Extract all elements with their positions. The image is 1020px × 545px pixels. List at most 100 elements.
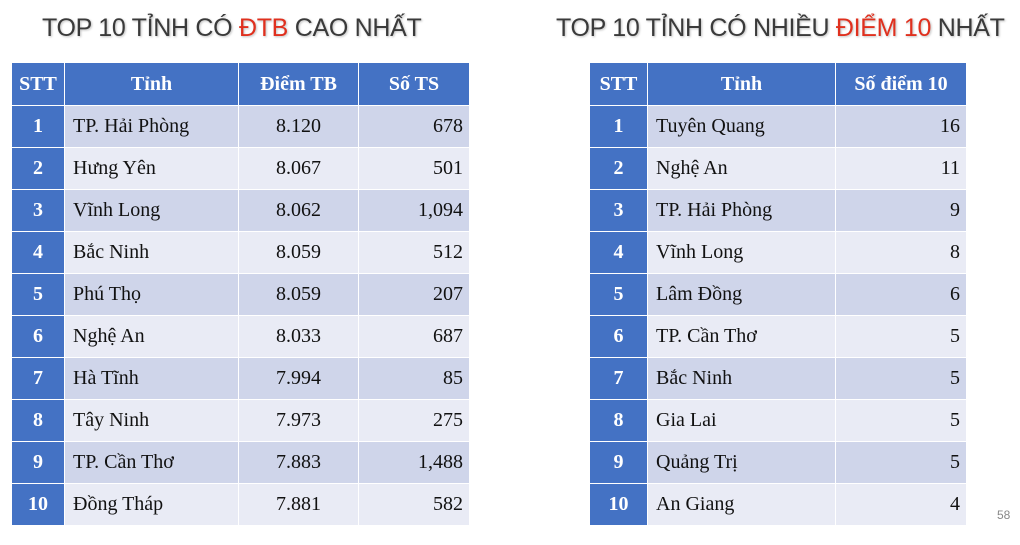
header-stt: STT bbox=[589, 62, 648, 106]
cell-so-ts: 582 bbox=[358, 483, 470, 526]
cell-so-diem-10: 8 bbox=[835, 231, 967, 274]
cell-stt: 6 bbox=[589, 315, 648, 358]
cell-so-ts: 85 bbox=[358, 357, 470, 400]
cell-so-ts: 501 bbox=[358, 147, 470, 190]
table-row: 6 TP. Cần Thơ 5 bbox=[589, 315, 967, 358]
cell-diem-tb: 7.973 bbox=[238, 399, 359, 442]
table-row: 6 Nghệ An 8.033 687 bbox=[11, 315, 470, 358]
cell-diem-tb: 8.067 bbox=[238, 147, 359, 190]
header-stt: STT bbox=[11, 62, 65, 106]
cell-tinh: TP. Hải Phòng bbox=[647, 189, 836, 232]
cell-stt: 9 bbox=[11, 441, 65, 484]
table-row: 8 Tây Ninh 7.973 275 bbox=[11, 399, 470, 442]
table-row: 10 Đồng Tháp 7.881 582 bbox=[11, 483, 470, 526]
top-avg-score-table: STT Tỉnh Điểm TB Số TS 1 TP. Hải Phòng 8.1… bbox=[11, 62, 470, 526]
cell-so-ts: 1,094 bbox=[358, 189, 470, 232]
cell-so-diem-10: 5 bbox=[835, 441, 967, 484]
right-title-pre: TOP 10 TỈNH CÓ NHIỀU bbox=[556, 14, 836, 42]
cell-stt: 3 bbox=[11, 189, 65, 232]
cell-tinh: Phú Thọ bbox=[64, 273, 239, 316]
table-row: 3 TP. Hải Phòng 9 bbox=[589, 189, 967, 232]
cell-tinh: Nghệ An bbox=[64, 315, 239, 358]
table-row: 4 Vĩnh Long 8 bbox=[589, 231, 967, 274]
cell-tinh: TP. Cần Thơ bbox=[64, 441, 239, 484]
table-row: 9 Quảng Trị 5 bbox=[589, 441, 967, 484]
page-number: 58 bbox=[997, 508, 1011, 522]
table-row: 8 Gia Lai 5 bbox=[589, 399, 967, 442]
top-perfect-score-table: STT Tỉnh Số điểm 10 1 Tuyên Quang 16 2 Nghệ … bbox=[589, 62, 967, 526]
cell-diem-tb: 8.059 bbox=[238, 231, 359, 274]
cell-stt: 2 bbox=[589, 147, 648, 190]
cell-so-ts: 678 bbox=[358, 105, 470, 148]
left-title-post: CAO NHẤT bbox=[288, 14, 422, 42]
cell-stt: 6 bbox=[11, 315, 65, 358]
cell-tinh: Nghệ An bbox=[647, 147, 836, 190]
cell-diem-tb: 8.059 bbox=[238, 273, 359, 316]
table-row: 7 Bắc Ninh 5 bbox=[589, 357, 967, 400]
cell-diem-tb: 7.994 bbox=[238, 357, 359, 400]
cell-so-diem-10: 11 bbox=[835, 147, 967, 190]
cell-so-ts: 275 bbox=[358, 399, 470, 442]
cell-diem-tb: 8.033 bbox=[238, 315, 359, 358]
header-tinh: Tỉnh bbox=[647, 62, 836, 106]
cell-tinh: Hưng Yên bbox=[64, 147, 239, 190]
cell-diem-tb: 8.062 bbox=[238, 189, 359, 232]
table-header-row: STT Tỉnh Điểm TB Số TS bbox=[11, 62, 470, 106]
cell-so-diem-10: 5 bbox=[835, 315, 967, 358]
cell-tinh: Đồng Tháp bbox=[64, 483, 239, 526]
cell-stt: 1 bbox=[589, 105, 648, 148]
left-table-title: TOP 10 TỈNH CÓ ĐTB CAO NHẤT bbox=[42, 14, 422, 43]
right-title-post: NHẤT bbox=[931, 14, 1005, 42]
header-so-diem-10: Số điểm 10 bbox=[835, 62, 967, 106]
right-title-highlight: ĐIỂM 10 bbox=[835, 14, 932, 42]
cell-so-ts: 512 bbox=[358, 231, 470, 274]
cell-tinh: Bắc Ninh bbox=[64, 231, 239, 274]
cell-tinh: Tuyên Quang bbox=[647, 105, 836, 148]
cell-stt: 2 bbox=[11, 147, 65, 190]
cell-diem-tb: 8.120 bbox=[238, 105, 359, 148]
table-row: 5 Lâm Đồng 6 bbox=[589, 273, 967, 316]
table-header-row: STT Tỉnh Số điểm 10 bbox=[589, 62, 967, 106]
cell-diem-tb: 7.881 bbox=[238, 483, 359, 526]
cell-so-ts: 1,488 bbox=[358, 441, 470, 484]
cell-tinh: Lâm Đồng bbox=[647, 273, 836, 316]
table-row: 10 An Giang 4 bbox=[589, 483, 967, 526]
right-table-title: TOP 10 TỈNH CÓ NHIỀU ĐIỂM 10 NHẤT bbox=[556, 14, 1005, 43]
cell-stt: 5 bbox=[589, 273, 648, 316]
header-tinh: Tỉnh bbox=[64, 62, 239, 106]
cell-tinh: TP. Hải Phòng bbox=[64, 105, 239, 148]
cell-so-diem-10: 5 bbox=[835, 357, 967, 400]
cell-so-diem-10: 5 bbox=[835, 399, 967, 442]
cell-tinh: TP. Cần Thơ bbox=[647, 315, 836, 358]
cell-tinh: Quảng Trị bbox=[647, 441, 836, 484]
table-row: 5 Phú Thọ 8.059 207 bbox=[11, 273, 470, 316]
cell-stt: 1 bbox=[11, 105, 65, 148]
cell-stt: 9 bbox=[589, 441, 648, 484]
cell-so-diem-10: 6 bbox=[835, 273, 967, 316]
left-title-pre: TOP 10 TỈNH CÓ bbox=[42, 14, 239, 42]
cell-stt: 10 bbox=[589, 483, 648, 526]
cell-stt: 4 bbox=[11, 231, 65, 274]
cell-stt: 4 bbox=[589, 231, 648, 274]
header-so-ts: Số TS bbox=[358, 62, 470, 106]
cell-tinh: Gia Lai bbox=[647, 399, 836, 442]
cell-tinh: Tây Ninh bbox=[64, 399, 239, 442]
cell-so-ts: 687 bbox=[358, 315, 470, 358]
cell-stt: 8 bbox=[589, 399, 648, 442]
table-row: 4 Bắc Ninh 8.059 512 bbox=[11, 231, 470, 274]
table-row: 2 Hưng Yên 8.067 501 bbox=[11, 147, 470, 190]
table-row: 1 TP. Hải Phòng 8.120 678 bbox=[11, 105, 470, 148]
cell-stt: 7 bbox=[11, 357, 65, 400]
cell-tinh: Vĩnh Long bbox=[64, 189, 239, 232]
cell-stt: 3 bbox=[589, 189, 648, 232]
table-row: 2 Nghệ An 11 bbox=[589, 147, 967, 190]
cell-stt: 5 bbox=[11, 273, 65, 316]
cell-stt: 7 bbox=[589, 357, 648, 400]
cell-so-diem-10: 4 bbox=[835, 483, 967, 526]
table-row: 9 TP. Cần Thơ 7.883 1,488 bbox=[11, 441, 470, 484]
cell-so-ts: 207 bbox=[358, 273, 470, 316]
cell-tinh: An Giang bbox=[647, 483, 836, 526]
cell-tinh: Hà Tĩnh bbox=[64, 357, 239, 400]
table-row: 3 Vĩnh Long 8.062 1,094 bbox=[11, 189, 470, 232]
cell-so-diem-10: 16 bbox=[835, 105, 967, 148]
